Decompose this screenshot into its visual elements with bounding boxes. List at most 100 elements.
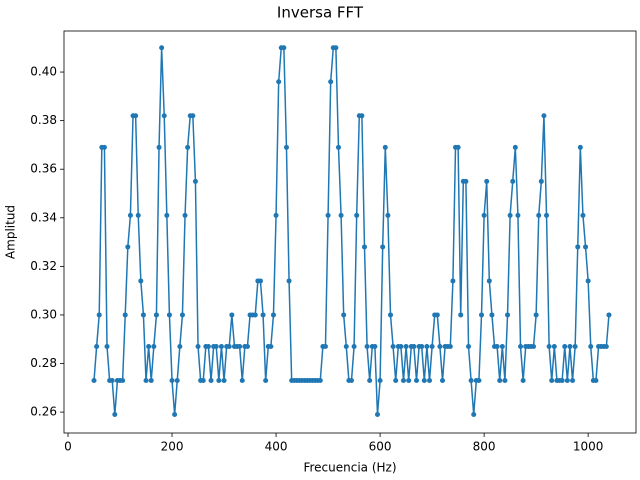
data-point [411,344,417,350]
y-axis-label: Amplitud [4,205,18,259]
data-point [510,178,516,184]
data-point [429,344,435,350]
data-point [174,378,180,384]
x-tick-label: 1000 [573,440,604,454]
y-tick-label: 0.36 [30,162,57,176]
data-point [338,212,344,218]
y-tick-label: 0.30 [30,307,57,321]
data-point [403,344,409,350]
data-point [208,378,214,384]
data-point [317,378,323,384]
data-point [120,378,126,384]
x-tick-label: 200 [161,440,184,454]
data-point [531,344,537,350]
y-tick-label: 0.26 [30,405,57,419]
data-point [343,344,349,350]
data-point [161,113,167,119]
data-point [328,79,334,85]
data-point [468,378,474,384]
data-point [133,113,139,119]
data-point [546,344,552,350]
data-point [354,212,360,218]
plot-frame [63,30,637,434]
data-point [567,344,573,350]
data-point [374,412,380,418]
data-point [91,378,97,384]
data-point [380,244,386,250]
data-point [229,312,235,318]
data-point [437,344,443,350]
data-point [572,344,578,350]
data-point [244,344,250,350]
data-point [276,79,282,85]
data-point [166,312,172,318]
data-point [148,378,154,384]
data-point [367,378,373,384]
data-point [447,344,453,350]
data-point [333,45,339,51]
data-point [218,344,224,350]
y-tick-label: 0.38 [30,113,57,127]
data-point [536,212,542,218]
data-point [268,344,274,350]
data-line [93,47,610,415]
data-point [471,412,477,418]
data-point [221,378,227,384]
data-point [486,278,492,284]
data-point [387,312,393,318]
data-point [263,378,269,384]
data-point [348,378,354,384]
data-point [146,344,152,350]
data-point [151,344,157,350]
data-point [237,344,243,350]
data-point [549,378,555,384]
data-point [603,344,609,350]
data-point [156,144,162,150]
data-point [505,312,511,318]
data-point [286,278,292,284]
x-tick-label: 400 [265,440,288,454]
data-point [393,378,399,384]
data-point [364,344,370,350]
data-point [479,312,485,318]
data-point [544,212,550,218]
data-point [450,278,456,284]
data-point [359,113,365,119]
data-point [382,144,388,150]
y-tick-label: 0.34 [30,210,57,224]
data-point [335,144,341,150]
data-point [322,344,328,350]
data-point [577,144,583,150]
data-point [484,178,490,184]
data-point [159,45,165,51]
data-point [341,312,347,318]
data-point [434,312,440,318]
data-point [153,312,159,318]
data-point [125,244,131,250]
data-point [458,312,464,318]
data-point [372,344,378,350]
data-point [494,344,500,350]
data-point [169,378,175,384]
data-point [164,212,170,218]
data-point [351,344,357,350]
data-point [564,378,570,384]
data-point [512,144,518,150]
data-point [216,378,222,384]
data-point [94,344,100,350]
data-point [104,344,110,350]
data-point [481,212,487,218]
data-point [226,344,232,350]
data-point [398,344,404,350]
data-point [538,178,544,184]
x-tick-label: 0 [64,440,72,454]
data-point [325,212,331,218]
data-point [182,212,188,218]
data-point [138,278,144,284]
data-point [580,212,586,218]
data-point [172,412,178,418]
data-point [273,212,279,218]
data-point [205,344,211,350]
x-tick-label: 800 [473,440,496,454]
data-point [570,378,576,384]
